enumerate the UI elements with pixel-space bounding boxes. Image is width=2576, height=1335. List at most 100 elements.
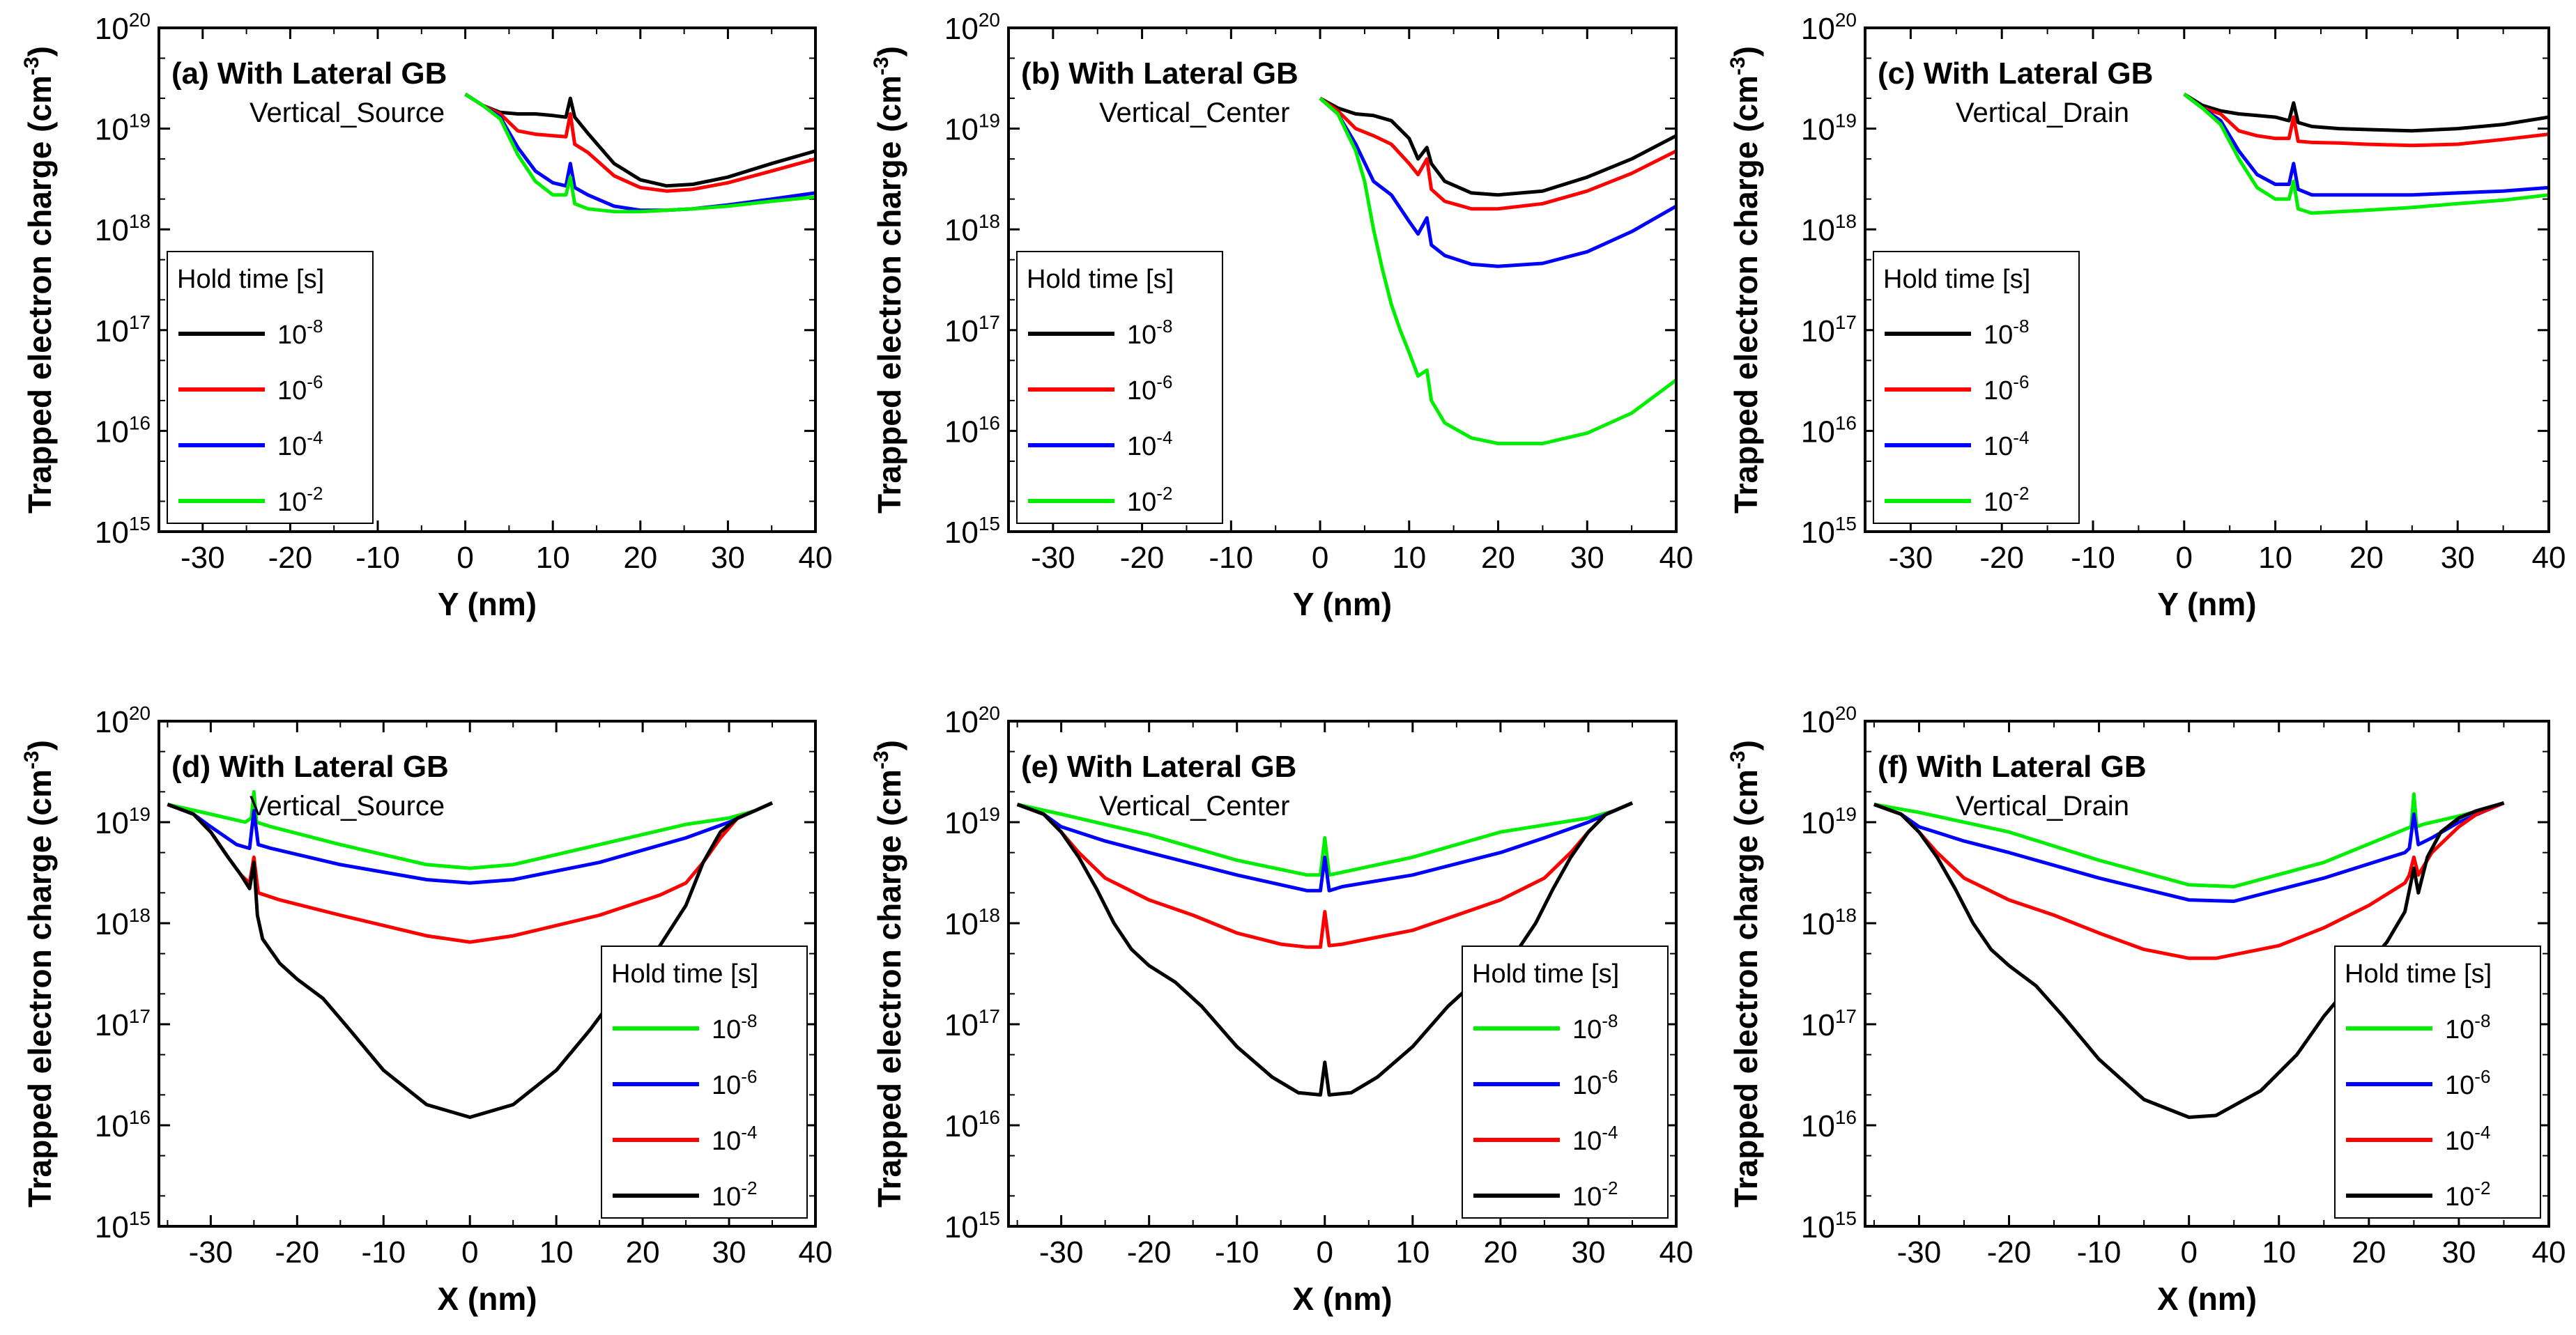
legend-label-2: 10-6 <box>712 1066 757 1100</box>
y-tick-label-exp: 20 <box>129 9 151 31</box>
legend-label-2: 10-6 <box>2445 1066 2490 1100</box>
y-tick-label-base: 10 <box>1801 907 1835 941</box>
legend-label-exp: -4 <box>1602 1122 1618 1143</box>
x-tick-label: 0 <box>1312 541 1328 575</box>
y-tick-label-base: 10 <box>944 113 979 147</box>
x-tick-label: 30 <box>2441 1235 2476 1270</box>
y-axis-title-exp: -3 <box>870 56 893 75</box>
legend-label-2: 10-6 <box>1984 371 2029 406</box>
panel-subtitle: Vertical_Drain <box>1956 98 2129 128</box>
series-group <box>1319 96 1676 445</box>
legend-label-base: 10 <box>712 1015 741 1044</box>
y-tick-label: 1017 <box>95 311 151 348</box>
panel-title: (c) With Lateral GB <box>1878 56 2153 91</box>
series-line-1 <box>1319 96 1676 197</box>
y-axis-title-exp: -3 <box>870 750 893 769</box>
x-tick-label: 0 <box>2180 1235 2197 1270</box>
series-group <box>1873 792 2505 1119</box>
legend-label-base: 10 <box>1984 432 2013 461</box>
legend-label-exp: -2 <box>741 1178 757 1198</box>
y-tick-label-exp: 15 <box>129 513 151 534</box>
legend-title: Hold time [s] <box>611 959 758 989</box>
y-tick-label-base: 10 <box>944 314 979 348</box>
legend: Hold time [s]10-810-610-410-2 <box>1873 251 2080 524</box>
legend-label-base: 10 <box>277 321 307 350</box>
y-tick-label: 1015 <box>1801 513 1857 550</box>
legend-label-base: 10 <box>1127 488 1156 517</box>
legend-label-exp: -6 <box>1156 371 1172 392</box>
plot-frame <box>158 720 817 1228</box>
legend-label-base: 10 <box>1572 1127 1602 1156</box>
y-tick-label-exp: 20 <box>129 702 151 724</box>
y-tick-label: 1017 <box>1801 1005 1857 1042</box>
y-tick-label: 1015 <box>944 513 1000 550</box>
legend-label-base: 10 <box>712 1071 741 1100</box>
x-axis-title: X (nm) <box>2157 1281 2257 1317</box>
y-tick-label-exp: 19 <box>1835 803 1857 825</box>
x-tick-label: -20 <box>1979 541 2024 575</box>
y-tick-label-exp: 20 <box>979 702 1000 724</box>
y-tick-label-base: 10 <box>944 213 979 247</box>
legend-label-4: 10-2 <box>1984 483 2029 517</box>
legend-label-1: 10-8 <box>712 1010 757 1044</box>
x-tick-label: 30 <box>1571 1235 1605 1270</box>
y-tick-label-exp: 19 <box>129 110 151 132</box>
legend-title: Hold time [s] <box>177 265 324 294</box>
y-tick-label-exp: 16 <box>979 1106 1000 1128</box>
legend: Hold time [s]10-810-610-410-2 <box>601 946 808 1219</box>
y-axis-title-exp: -3 <box>1726 750 1749 769</box>
y-tick-label: 1015 <box>95 1207 151 1244</box>
x-tick-label: 20 <box>623 541 657 575</box>
legend-label-base: 10 <box>1984 488 2013 517</box>
x-tick-label: 10 <box>2258 541 2292 575</box>
legend-label-base: 10 <box>712 1182 741 1212</box>
series-group <box>464 92 815 214</box>
y-axis-title-text: Trapped electron charge (cm <box>22 75 58 514</box>
y-tick-label-base: 10 <box>1801 113 1835 147</box>
panel-title-text: With Lateral GB <box>1924 56 2154 91</box>
series-line-1 <box>1017 801 1634 877</box>
panel-title: (b) With Lateral GB <box>1021 56 1298 91</box>
series-line-2 <box>464 92 815 193</box>
legend-label-base: 10 <box>1984 321 2013 350</box>
x-tick-label: 40 <box>1659 1235 1694 1270</box>
x-tick-label: -20 <box>1120 541 1165 575</box>
y-tick-label-base: 10 <box>95 113 129 147</box>
y-tick-label: 1019 <box>95 110 151 147</box>
legend-label-3: 10-4 <box>2445 1122 2490 1156</box>
y-tick-label-base: 10 <box>1801 705 1835 739</box>
y-tick-label: 1020 <box>95 9 151 46</box>
y-tick-label: 1020 <box>1801 702 1857 739</box>
series-line-1 <box>1873 792 2505 888</box>
panel-title-text: With Lateral GB <box>1067 750 1297 784</box>
legend: Hold time [s]10-810-610-410-2 <box>167 251 374 524</box>
legend-label-3: 10-4 <box>1572 1122 1618 1156</box>
series-line-4 <box>464 92 815 214</box>
y-tick-label-exp: 16 <box>1835 412 1857 433</box>
y-tick-label-base: 10 <box>944 806 979 840</box>
x-tick-label: 10 <box>536 541 570 575</box>
legend-label-4: 10-2 <box>277 483 323 517</box>
y-tick-label-exp: 17 <box>979 311 1000 333</box>
legend-title: Hold time [s] <box>1472 959 1619 989</box>
panel-title-text: With Lateral GB <box>219 750 449 784</box>
y-tick-label-base: 10 <box>944 1008 979 1042</box>
plot-frame <box>1864 26 2550 533</box>
x-tick-label: -30 <box>1897 1235 1942 1270</box>
y-tick-label: 1018 <box>944 210 1000 247</box>
y-tick-label: 1016 <box>95 412 151 449</box>
y-tick-label-base: 10 <box>944 907 979 941</box>
series-line-4 <box>167 801 774 1119</box>
legend-label-exp: -6 <box>2013 371 2029 392</box>
x-tick-label: 30 <box>712 1235 746 1270</box>
y-tick-label: 1018 <box>95 904 151 941</box>
y-axis-title-close: ) <box>22 740 58 750</box>
y-tick-label-exp: 18 <box>129 904 151 926</box>
y-axis-title-exp: -3 <box>1726 56 1749 75</box>
y-tick-label-base: 10 <box>1801 213 1835 247</box>
x-tick-label: -30 <box>1039 1235 1084 1270</box>
y-tick-label-exp: 19 <box>979 110 1000 132</box>
